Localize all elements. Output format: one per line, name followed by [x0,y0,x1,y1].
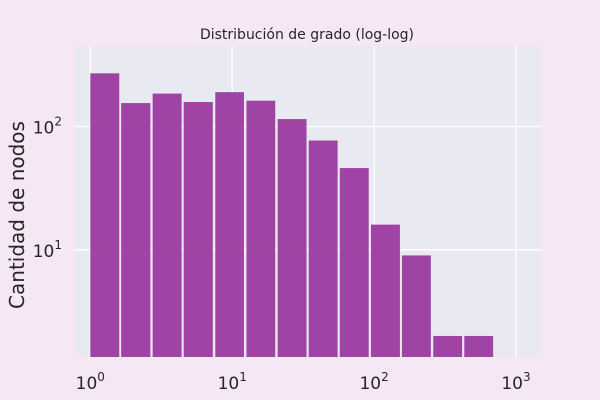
x-tick-label: 100 [76,370,105,394]
bar [246,100,276,357]
bar [90,73,120,357]
bar [121,103,151,358]
bar [308,140,338,357]
bar [152,93,182,357]
bar [433,335,463,357]
bar [215,92,244,358]
chart-title: Distribución de grado (log-log) [200,27,414,43]
x-axis-ticks: 100 101 102 103 [76,370,531,394]
bar [339,168,369,357]
x-tick-label: 101 [218,370,247,394]
bars [90,73,494,358]
bar [183,102,213,357]
y-axis-label: Cantidad de nodos [5,121,29,309]
bar [277,119,307,357]
x-tick-label: 103 [501,370,530,394]
bar [464,335,494,357]
plot-area [75,46,541,358]
bar [401,255,431,357]
bar [370,224,400,357]
y-tick-label: 101 [33,238,62,262]
x-tick-label: 102 [359,370,388,394]
y-tick-label: 102 [33,115,62,139]
y-axis-ticks: 101 102 [33,115,62,262]
